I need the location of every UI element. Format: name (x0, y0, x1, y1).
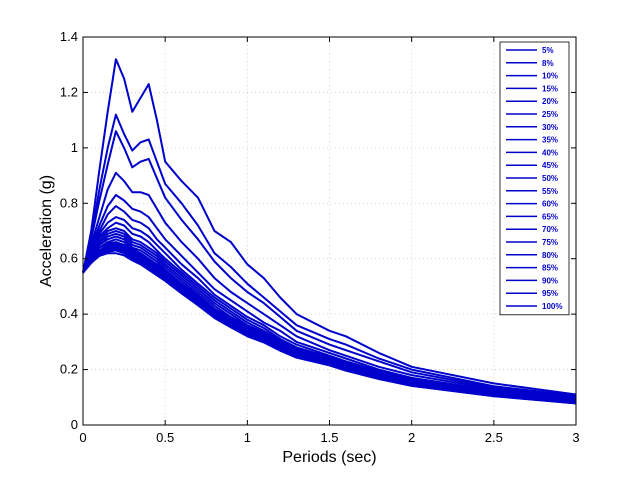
x-tick-label: 0.5 (156, 430, 174, 445)
x-tick-label: 0 (79, 430, 86, 445)
series-line-8pct (82, 113, 577, 397)
series-line-35pct (82, 221, 577, 402)
legend-label: 45% (542, 161, 558, 170)
legend-label: 80% (542, 251, 558, 260)
legend-label: 30% (542, 123, 558, 132)
legend-label: 75% (542, 238, 558, 247)
legend-label: 10% (542, 72, 558, 81)
y-tick-label: 0.4 (60, 306, 78, 321)
x-tick-label: 2.5 (485, 430, 503, 445)
series-line-100pct (82, 252, 577, 405)
x-tick-label: 1.5 (320, 430, 338, 445)
legend-label: 60% (542, 200, 558, 209)
y-tick-label: 0 (71, 417, 78, 432)
legend-label: 95% (542, 289, 558, 298)
y-axis-label: Acceleration (g) (38, 175, 55, 287)
y-tick-label: 0.8 (60, 195, 78, 210)
y-tick-label: 0.2 (60, 362, 78, 377)
series-line-20pct (82, 194, 577, 401)
y-tick-label: 1.4 (60, 29, 78, 44)
legend-label: 40% (542, 148, 558, 157)
legend-label: 35% (542, 136, 558, 145)
legend-label: 100% (542, 302, 562, 311)
x-tick-label: 3 (572, 430, 579, 445)
y-tick-label: 1.2 (60, 84, 78, 99)
legend: 5% 8% 10% 15% 20% 25% 30% 35% 40% 45% 50% 55% 60% 65%… (499, 41, 570, 316)
legend-label: 8% (542, 59, 554, 68)
grid (83, 37, 576, 425)
legend-label: 65% (542, 212, 558, 221)
x-tick-label: 2 (408, 430, 415, 445)
plot-lines (82, 58, 577, 405)
series-line-25pct (82, 205, 577, 402)
legend-label: 85% (542, 264, 558, 273)
series-line-30pct (82, 216, 577, 402)
y-tick-label: 1 (71, 140, 78, 155)
series-line-5pct (82, 58, 577, 396)
x-tick-label: 1 (244, 430, 251, 445)
legend-label: 90% (542, 276, 558, 285)
legend-label: 70% (542, 225, 558, 234)
legend-label: 20% (542, 97, 558, 106)
legend-label: 50% (542, 174, 558, 183)
axis-ticks: 0 0.5 1 1.5 2 2.5 3 0 0.2 0.4 0.6 0.8 1 1.2 1.4 (60, 29, 580, 445)
legend-label: 25% (542, 110, 558, 119)
legend-label: 55% (542, 187, 558, 196)
x-axis-label: Periods (sec) (282, 449, 376, 466)
legend-label: 5% (542, 46, 554, 55)
series-line-15pct (82, 171, 577, 400)
legend-label: 15% (542, 84, 558, 93)
y-tick-label: 0.6 (60, 251, 78, 266)
series-line-10pct (82, 130, 577, 399)
